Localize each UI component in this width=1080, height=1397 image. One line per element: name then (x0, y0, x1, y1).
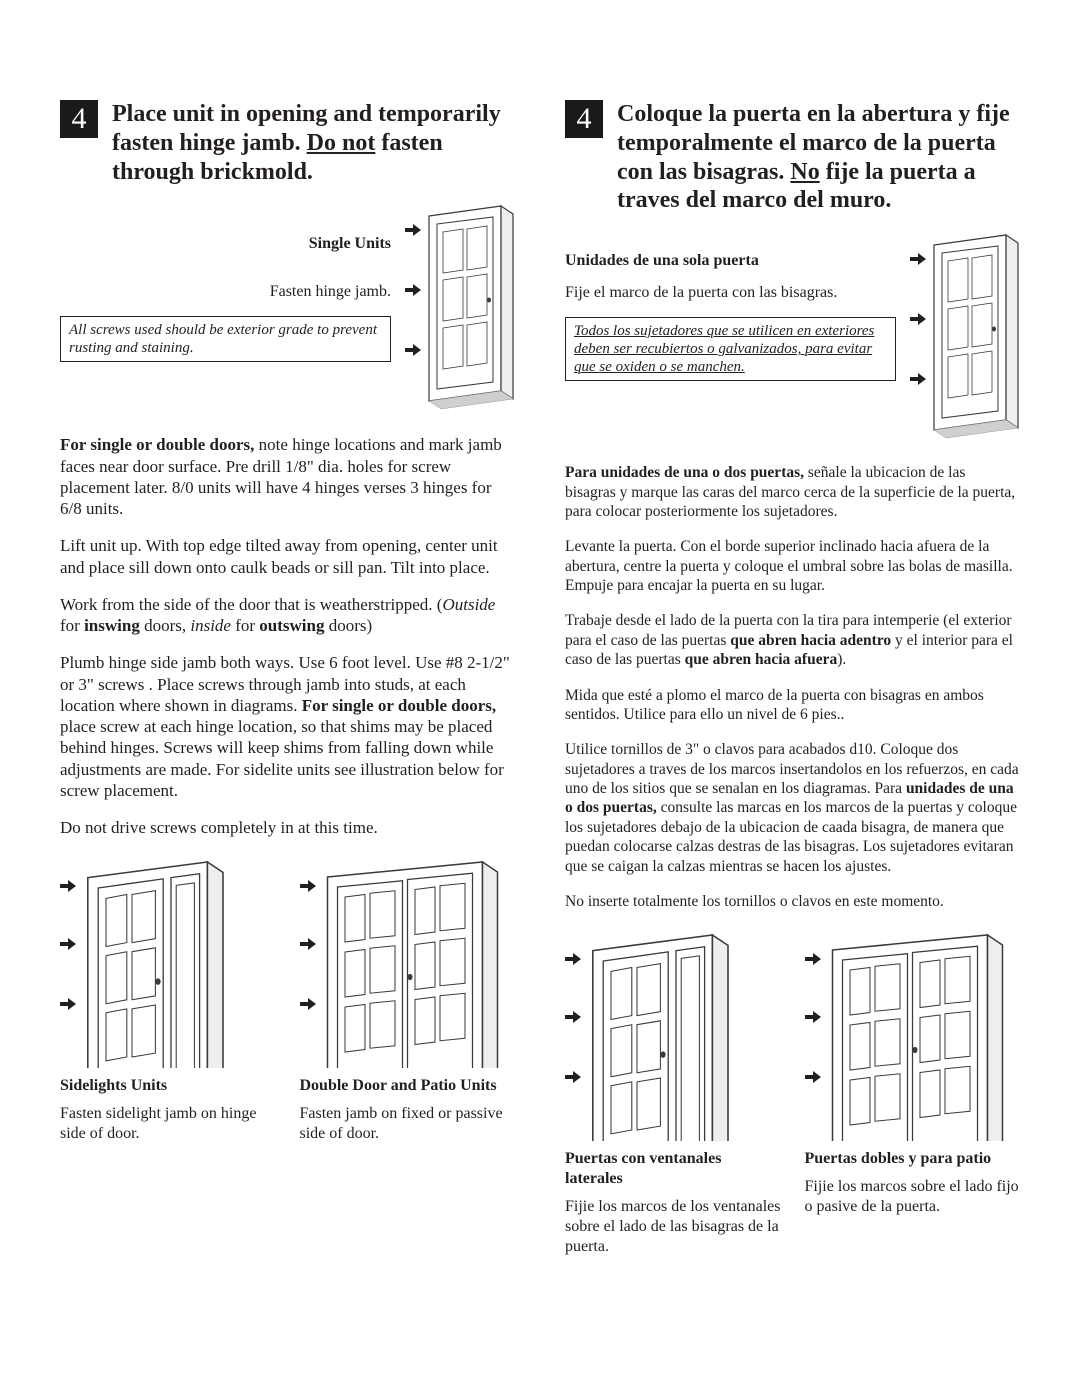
spanish-column: 4 Coloque la puerta en la abertura y fij… (565, 100, 1020, 1257)
english-column: 4 Place unit in opening and temporarily … (60, 100, 515, 1257)
double-door-title-es: Puertas dobles y para patio (805, 1149, 1021, 1169)
p4b: For single or double doors, (302, 696, 496, 715)
double-door-desc-es: Fijie los marcos sobre el lado fijo o pa… (805, 1177, 1021, 1217)
sidelight-desc: Fasten sidelight jamb on hinge side of d… (60, 1104, 276, 1144)
p3c: for (60, 616, 84, 635)
double-door-diagram-col: Double Door and Patio Units Fasten jamb … (300, 858, 516, 1144)
p3b-es: que abren hacia adentro (730, 632, 891, 649)
double-door-svg-es (805, 931, 1015, 1141)
paragraph-6-es: No inserte totalmente los tornillos o cl… (565, 892, 1020, 911)
note-box-es: Todos los sujetadores que se utilicen en… (565, 317, 896, 381)
step-number-badge-es: 4 (565, 100, 603, 138)
single-door-svg-es (910, 233, 1020, 443)
sidelight-caption-es: Puertas con ventanales laterales Fijie l… (565, 1149, 781, 1257)
step-number-badge: 4 (60, 100, 98, 138)
paragraph-5-es: Utilice tornillos de 3" o clavos para ac… (565, 740, 1020, 876)
double-door-caption-es: Puertas dobles y para patio Fijie los ma… (805, 1149, 1021, 1217)
paragraph-2-es: Levante la puerta. Con el borde superior… (565, 537, 1020, 595)
sidelight-diagram-col: Sidelights Units Fasten sidelight jamb o… (60, 858, 276, 1144)
single-units-label: Single Units (60, 234, 391, 254)
title-underline: Do not (307, 130, 376, 156)
top-left-text-es: Unidades de una sola puerta Fije el marc… (565, 233, 896, 443)
p4c: place screw at each hinge location, so t… (60, 717, 504, 800)
sidelight-caption: Sidelights Units Fasten sidelight jamb o… (60, 1076, 276, 1144)
p1-lead-es: Para unidades de una o dos puertas, (565, 464, 804, 481)
p3i: doors) (324, 616, 372, 635)
single-door-svg (405, 204, 515, 414)
p3f: inside (190, 616, 231, 635)
top-section-en: Single Units Fasten hinge jamb. All scre… (60, 204, 515, 414)
paragraph-3-en: Work from the side of the door that is w… (60, 594, 515, 637)
step-title-en: Place unit in opening and temporarily fa… (112, 100, 515, 186)
bottom-diagrams-es: Puertas con ventanales laterales Fijie l… (565, 931, 1020, 1257)
p3h: outswing (259, 616, 324, 635)
top-left-text: Single Units Fasten hinge jamb. All scre… (60, 204, 391, 414)
sidelight-title: Sidelights Units (60, 1076, 276, 1096)
single-door-diagram (405, 204, 515, 414)
paragraph-1-es: Para unidades de una o dos puertas, seña… (565, 463, 1020, 521)
step-title-es: Coloque la puerta en la abertura y fije … (617, 100, 1020, 215)
paragraph-5-en: Do not drive screws completely in at thi… (60, 817, 515, 838)
double-door-diagram-col-es: Puertas dobles y para patio Fijie los ma… (805, 931, 1021, 1257)
p3d-es: que abren hacia afuera (685, 651, 838, 668)
sidelight-title-es: Puertas con ventanales laterales (565, 1149, 781, 1189)
p3e-es: ). (837, 651, 846, 668)
note-box-en: All screws used should be exterior grade… (60, 316, 391, 362)
paragraph-3-es: Trabaje desde el lado de la puerta con l… (565, 611, 1020, 669)
step-header-es: 4 Coloque la puerta en la abertura y fij… (565, 100, 1020, 215)
p3g: for (231, 616, 259, 635)
double-door-desc: Fasten jamb on fixed or passive side of … (300, 1104, 516, 1144)
paragraph-1-en: For single or double doors, note hinge l… (60, 434, 515, 519)
single-units-label-es: Unidades de una sola puerta (565, 251, 896, 271)
step-header-en: 4 Place unit in opening and temporarily … (60, 100, 515, 186)
paragraph-4-es: Mida que esté a plomo el marco de la pue… (565, 686, 1020, 725)
p3a: Work from the side of the door that is w… (60, 595, 442, 614)
fasten-hinge-text: Fasten hinge jamb. (60, 282, 391, 302)
fasten-hinge-span: Fasten hinge jamb. (270, 283, 391, 300)
sidelight-desc-es: Fijie los marcos de los ventanales sobre… (565, 1197, 781, 1257)
sidelight-door-svg-es (565, 931, 745, 1141)
p3e: doors, (140, 616, 191, 635)
page: 4 Place unit in opening and temporarily … (60, 100, 1020, 1257)
single-door-diagram-es (910, 233, 1020, 443)
bottom-diagrams-en: Sidelights Units Fasten sidelight jamb o… (60, 858, 515, 1144)
double-door-title: Double Door and Patio Units (300, 1076, 516, 1096)
sidelight-door-svg (60, 858, 240, 1068)
p1-lead: For single or double doors, (60, 435, 254, 454)
paragraph-4-en: Plumb hinge side jamb both ways. Use 6 f… (60, 652, 515, 801)
p3b: Outside (442, 595, 495, 614)
title-es-underline: No (790, 159, 819, 185)
double-door-caption: Double Door and Patio Units Fasten jamb … (300, 1076, 516, 1144)
sidelight-diagram-col-es: Puertas con ventanales laterales Fijie l… (565, 931, 781, 1257)
paragraph-2-en: Lift unit up. With top edge tilted away … (60, 535, 515, 578)
p3d: inswing (84, 616, 140, 635)
double-door-svg (300, 858, 510, 1068)
top-section-es: Unidades de una sola puerta Fije el marc… (565, 233, 1020, 443)
fasten-hinge-text-es: Fije el marco de la puerta con las bisag… (565, 283, 896, 303)
